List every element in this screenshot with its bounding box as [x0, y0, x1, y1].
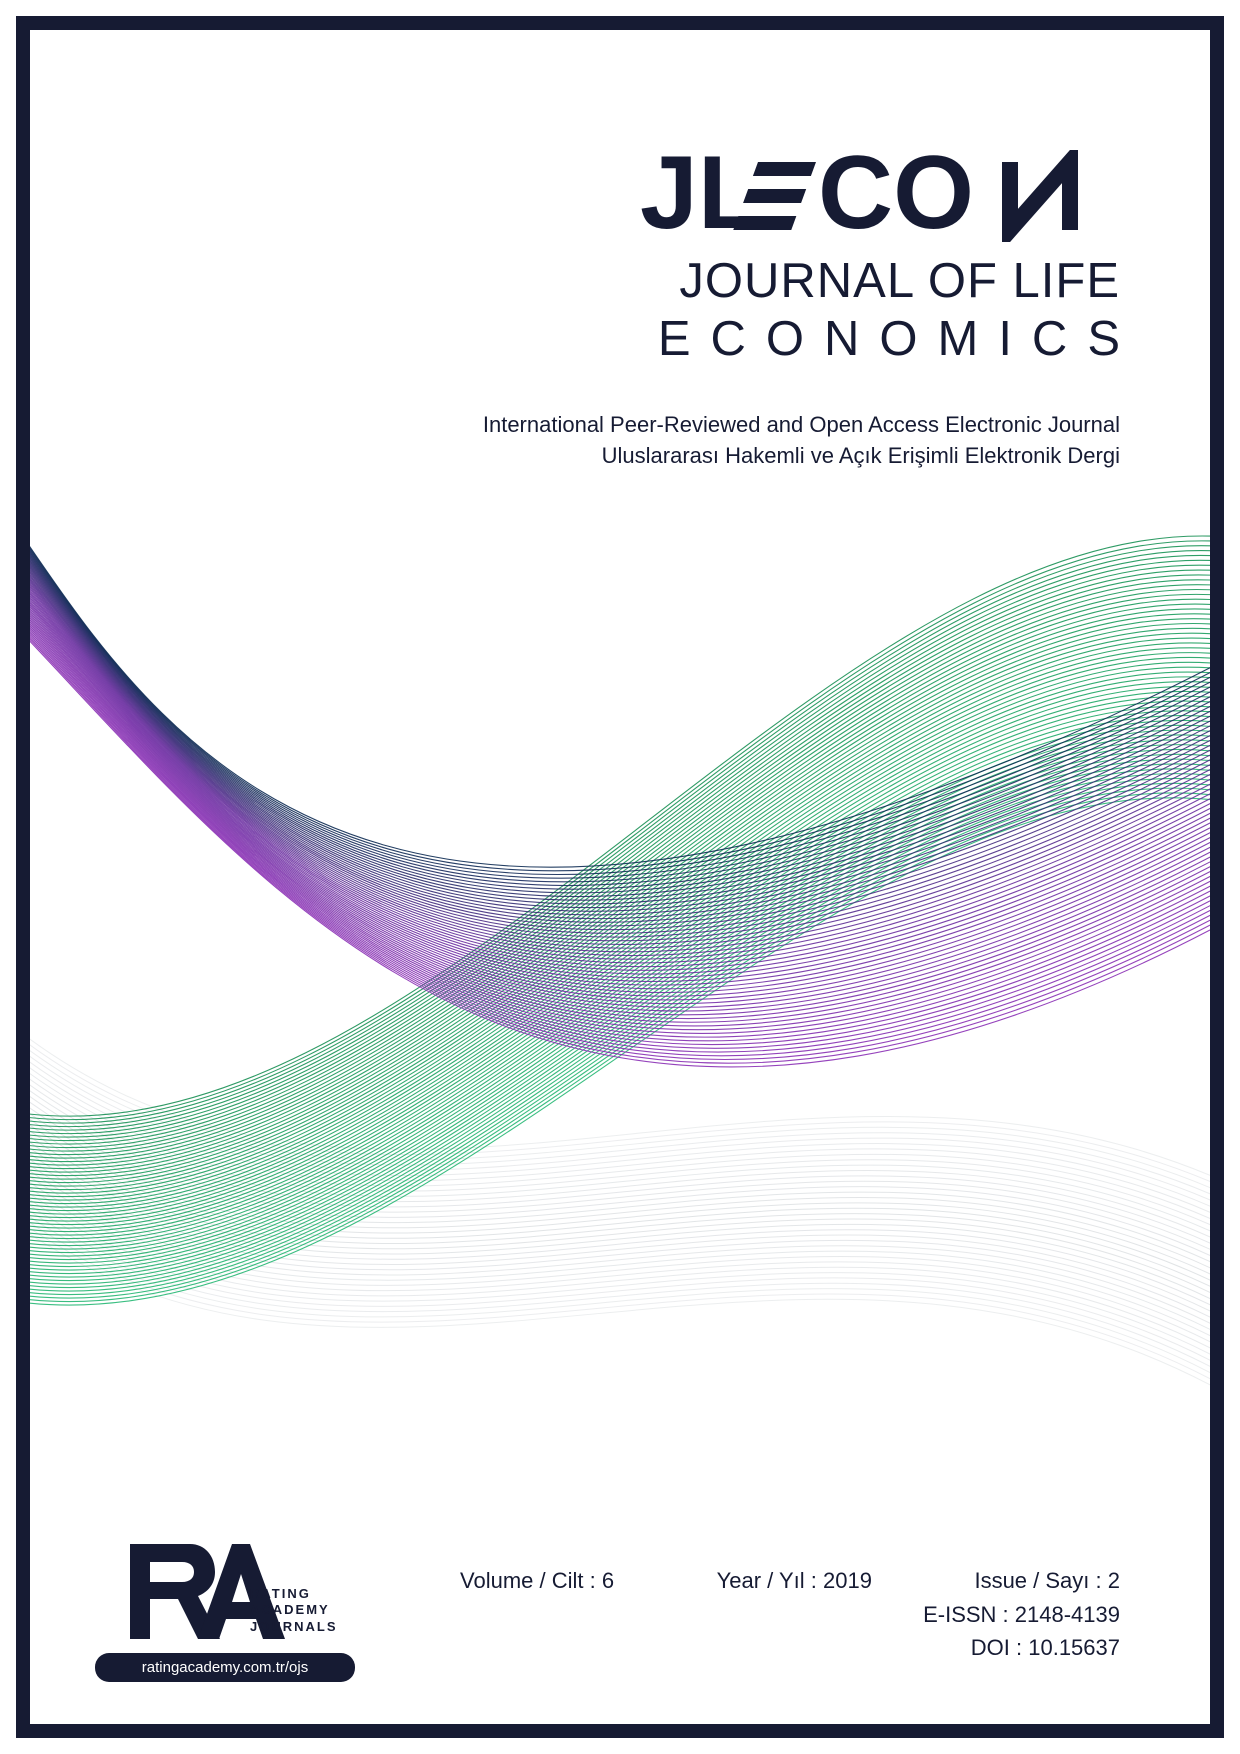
footer: RATING ACADEMY JOURNALS ratingacademy.co… — [30, 1494, 1210, 1724]
publisher-url-badge: ratingacademy.com.tr/ojs — [95, 1653, 355, 1682]
publisher-name: RATING ACADEMY JOURNALS — [250, 1586, 338, 1635]
volume-info: Volume / Cilt : 6 — [460, 1568, 614, 1594]
page-canvas: JL CO JOURNAL OF LIFE ECONOMICS Internat… — [30, 30, 1210, 1724]
issue-info: Issue / Sayı : 2 — [974, 1568, 1120, 1594]
issue-value: 2 — [1108, 1568, 1120, 1593]
journal-description: International Peer-Reviewed and Open Acc… — [483, 410, 1120, 472]
eissn-value: 2148-4139 — [1015, 1602, 1120, 1627]
wave-graphic — [30, 460, 1210, 1460]
doi-value: 10.15637 — [1028, 1635, 1120, 1660]
volume-value: 6 — [602, 1568, 614, 1593]
description-en: International Peer-Reviewed and Open Acc… — [483, 410, 1120, 441]
journal-subtitle-1: JOURNAL OF LIFE — [640, 253, 1120, 309]
journal-title-block: JL CO JOURNAL OF LIFE ECONOMICS — [640, 150, 1120, 367]
description-tr: Uluslararası Hakemli ve Açık Erişimli El… — [483, 441, 1120, 472]
journal-subtitle-2: ECONOMICS — [640, 311, 1140, 367]
year-label: Year / Yıl : — [717, 1568, 823, 1593]
svg-text:CO: CO — [818, 150, 974, 242]
publisher-line3: JOURNALS — [250, 1619, 338, 1635]
eissn-row: E-ISSN : 2148-4139 — [923, 1598, 1120, 1631]
publisher-line1: RATING — [250, 1586, 338, 1602]
volume-label: Volume / Cilt : — [460, 1568, 602, 1593]
doi-row: DOI : 10.15637 — [923, 1631, 1120, 1664]
issue-info-row: Volume / Cilt : 6 Year / Yıl : 2019 Issu… — [460, 1568, 1120, 1594]
issue-label: Issue / Sayı : — [974, 1568, 1107, 1593]
year-info: Year / Yıl : 2019 — [717, 1568, 872, 1594]
publisher-logo: RATING ACADEMY JOURNALS — [120, 1544, 330, 1654]
jlecon-logo: JL CO — [640, 150, 1120, 247]
year-value: 2019 — [823, 1568, 872, 1593]
eissn-label: E-ISSN : — [923, 1602, 1015, 1627]
meta-block: E-ISSN : 2148-4139 DOI : 10.15637 — [923, 1598, 1120, 1664]
publisher-line2: ACADEMY — [250, 1602, 338, 1618]
doi-label: DOI : — [971, 1635, 1028, 1660]
